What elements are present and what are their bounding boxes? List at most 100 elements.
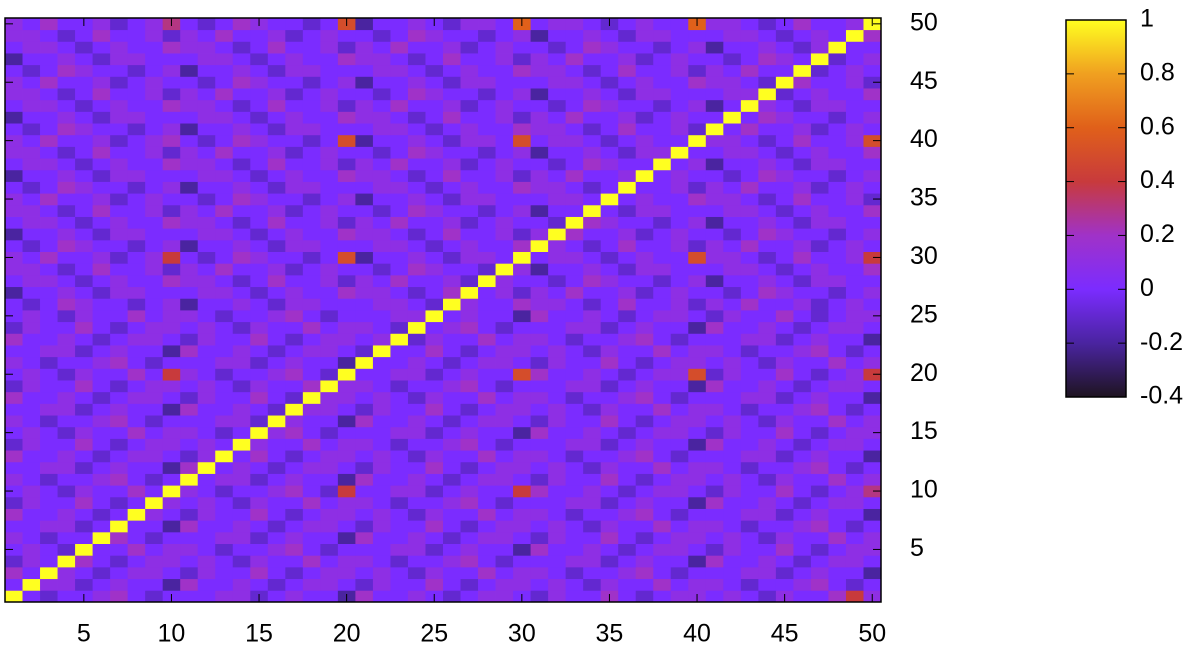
heatmap-cell (863, 321, 882, 334)
heatmap-cell (583, 263, 602, 276)
heatmap-cell (197, 531, 216, 544)
heatmap-cell (583, 64, 602, 77)
heatmap-cell (740, 450, 759, 463)
heatmap-cell (495, 555, 514, 568)
heatmap-cell (530, 403, 549, 416)
heatmap-cell (845, 251, 864, 264)
heatmap-cell (75, 53, 93, 66)
heatmap-cell (618, 590, 637, 603)
heatmap-cell (197, 239, 216, 252)
heatmap-cell (705, 286, 724, 299)
heatmap-cell (372, 228, 391, 241)
heatmap-cell (57, 88, 76, 101)
heatmap-cell (285, 438, 304, 451)
heatmap-cell (495, 99, 514, 112)
heatmap-cell (215, 298, 234, 311)
heatmap-cell (180, 473, 199, 486)
heatmap-cell (57, 263, 76, 276)
heatmap-cell (145, 239, 164, 252)
heatmap-cell (215, 333, 234, 346)
heatmap-cell (600, 29, 619, 42)
heatmap-cell (670, 204, 689, 217)
heatmap-cell (653, 134, 672, 147)
heatmap-cell (688, 333, 707, 346)
heatmap-cell (478, 450, 496, 463)
heatmap-cell (180, 543, 199, 556)
heatmap-cell (810, 310, 829, 323)
heatmap-cell (180, 438, 199, 451)
y-tick-label: 5 (910, 534, 924, 562)
heatmap-cell (758, 216, 777, 229)
heatmap-cell (355, 403, 374, 416)
heatmap-cell (407, 531, 426, 544)
heatmap-cell (285, 391, 304, 404)
heatmap-cell (372, 566, 391, 580)
heatmap-cell (635, 29, 654, 42)
heatmap-cell (723, 263, 742, 276)
heatmap-cell (495, 76, 514, 89)
heatmap-cell (793, 216, 812, 229)
heatmap-cell (530, 438, 549, 451)
heatmap-cell (705, 169, 724, 182)
heatmap-cell (443, 263, 461, 276)
heatmap-cell (22, 473, 41, 486)
heatmap-cell (232, 158, 251, 171)
heatmap-cell (635, 415, 654, 428)
heatmap-cell (407, 298, 426, 311)
heatmap-cell (688, 520, 707, 533)
heatmap-cell (828, 286, 847, 299)
heatmap-cell (583, 169, 602, 182)
heatmap-cell (723, 566, 742, 580)
heatmap-cell (180, 566, 199, 580)
heatmap-cell (810, 520, 829, 533)
heatmap-cell (705, 403, 724, 416)
heatmap-cell (548, 310, 567, 323)
heatmap-cell (162, 508, 181, 521)
heatmap-cell (635, 356, 654, 369)
heatmap-cell (337, 193, 356, 206)
heatmap-cell (845, 415, 864, 428)
heatmap-cell (267, 64, 286, 77)
heatmap-cell (145, 415, 164, 428)
heatmap-cell (828, 543, 847, 556)
heatmap-cell (162, 134, 181, 147)
heatmap-cell (22, 41, 41, 54)
heatmap-cell (740, 438, 759, 451)
heatmap-cell (215, 99, 234, 112)
heatmap-cell (390, 216, 409, 229)
heatmap-cell (775, 298, 794, 311)
heatmap-cell (127, 181, 146, 194)
heatmap-cell (810, 380, 829, 393)
heatmap-cell (828, 391, 847, 404)
heatmap-cell (513, 204, 531, 217)
heatmap-cell (127, 134, 146, 147)
heatmap-cell (425, 29, 444, 42)
heatmap-cell (162, 321, 181, 334)
heatmap-cell (302, 286, 321, 299)
heatmap-cell (250, 508, 269, 521)
heatmap-cell (600, 496, 619, 509)
heatmap-cell (828, 204, 847, 217)
heatmap-cell (705, 76, 724, 89)
heatmap-cell (215, 508, 234, 521)
heatmap-cell (162, 204, 181, 217)
heatmap-cell (775, 485, 794, 498)
heatmap-cell (705, 578, 724, 591)
heatmap-cell (583, 333, 602, 346)
heatmap-cell (530, 88, 549, 101)
heatmap-cell (495, 123, 514, 136)
heatmap-cell (635, 508, 654, 521)
heatmap-cell (5, 228, 23, 241)
heatmap-cell (22, 53, 41, 66)
heatmap-cell (267, 239, 286, 252)
heatmap-cell (775, 368, 794, 381)
heatmap-cell (828, 251, 847, 264)
heatmap-cell (75, 391, 93, 404)
heatmap-cell (583, 590, 602, 603)
heatmap-cell (810, 18, 829, 31)
heatmap-cell (705, 496, 724, 509)
heatmap-cell (443, 543, 461, 556)
heatmap-cell (180, 356, 199, 369)
heatmap-cell (302, 450, 321, 463)
heatmap-cell (530, 380, 549, 393)
